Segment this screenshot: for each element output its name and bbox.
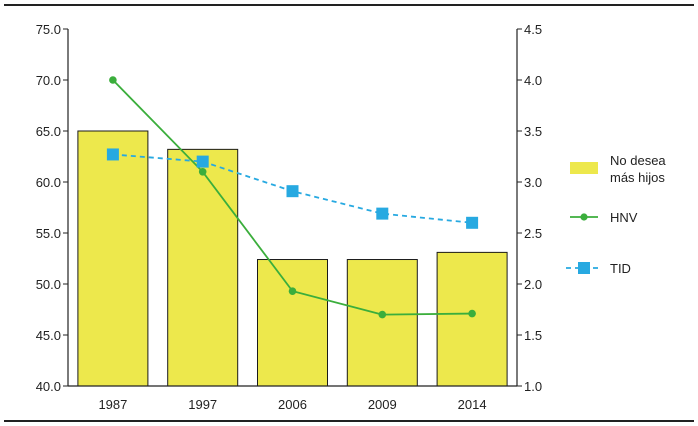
x-tick-label: 1997 <box>188 397 217 412</box>
y-left-tick-label: 75.0 <box>36 22 61 37</box>
legend: No desea más hijos HNV TID <box>566 153 666 276</box>
legend-swatch-no-desea <box>570 162 598 174</box>
y-left-tick-label: 55.0 <box>36 226 61 241</box>
y-axis-left-ticks: 40.0 45.0 50.0 55.0 60.0 65.0 70.0 75.0 <box>36 22 68 394</box>
point-tid <box>466 216 479 229</box>
legend-label-tid: TID <box>610 261 631 276</box>
y-left-tick-label: 70.0 <box>36 73 61 88</box>
legend-label-hnv: HNV <box>610 210 638 225</box>
point-tid <box>286 185 299 198</box>
x-axis-ticks: 1987 1997 2006 2009 2014 <box>98 397 486 412</box>
x-tick-label: 2014 <box>458 397 487 412</box>
legend-marker-tid <box>578 262 590 274</box>
axes <box>67 29 518 387</box>
legend-label-no-desea-line2: más hijos <box>610 170 665 185</box>
x-tick-label: 2006 <box>278 397 307 412</box>
y-axis-right-ticks: 1.0 1.5 2.0 2.5 3.0 3.5 4.0 4.5 <box>517 22 542 394</box>
y-right-tick-label: 4.0 <box>524 73 542 88</box>
point-hnv <box>109 76 117 84</box>
y-right-tick-label: 2.0 <box>524 277 542 292</box>
x-tick-label: 2009 <box>368 397 397 412</box>
bar-1997 <box>167 148 239 387</box>
point-tid <box>106 148 119 161</box>
y-left-tick-label: 40.0 <box>36 379 61 394</box>
point-tid <box>376 207 389 220</box>
point-hnv <box>198 168 207 176</box>
point-hnv <box>288 287 297 295</box>
bar-2014 <box>436 251 508 387</box>
bar-2009 <box>346 259 418 387</box>
point-tid <box>196 155 209 168</box>
legend-label-no-desea-line1: No desea <box>610 153 666 168</box>
y-left-tick-label: 65.0 <box>36 124 61 139</box>
line-series <box>106 76 479 319</box>
y-right-tick-label: 3.5 <box>524 124 542 139</box>
x-tick-label: 1987 <box>98 397 127 412</box>
bar-2006 <box>257 259 328 387</box>
bar-1987 <box>77 130 149 387</box>
y-right-tick-label: 3.0 <box>524 175 542 190</box>
y-left-tick-label: 50.0 <box>36 277 61 292</box>
legend-marker-hnv <box>580 213 588 221</box>
bar-series <box>77 130 508 387</box>
y-right-tick-label: 1.0 <box>524 379 542 394</box>
y-right-tick-label: 2.5 <box>524 226 542 241</box>
y-right-tick-label: 4.5 <box>524 22 542 37</box>
y-left-tick-label: 60.0 <box>36 175 61 190</box>
point-hnv <box>378 310 387 319</box>
y-right-tick-label: 1.5 <box>524 328 542 343</box>
point-hnv <box>468 309 476 318</box>
y-left-tick-label: 45.0 <box>36 328 61 343</box>
